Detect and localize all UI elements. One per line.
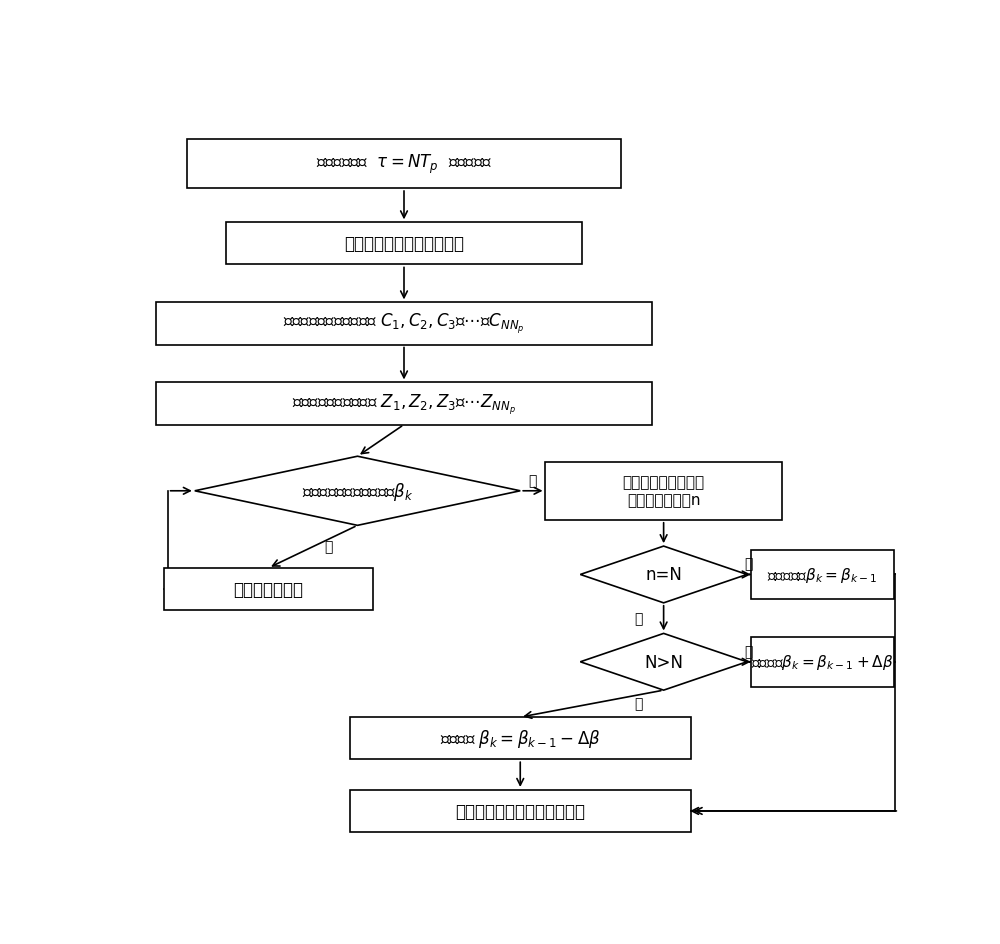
Text: 输出相关峰累加单元
记录相关峰数量n: 输出相关峰累加单元 记录相关峰数量n (623, 475, 705, 508)
Text: n=N: n=N (645, 565, 682, 583)
Text: N>N: N>N (644, 653, 683, 671)
Text: 否: 否 (635, 612, 643, 626)
FancyBboxPatch shape (187, 140, 621, 189)
Text: 获取观测时间  $\tau = NT_p$  内信号采样: 获取观测时间 $\tau = NT_p$ 内信号采样 (316, 153, 492, 176)
FancyBboxPatch shape (226, 223, 582, 265)
FancyBboxPatch shape (350, 790, 691, 833)
Text: 否: 否 (635, 697, 643, 711)
FancyBboxPatch shape (350, 717, 691, 760)
Text: 检测样本值是否超过门限$\beta_k$: 检测样本值是否超过门限$\beta_k$ (302, 480, 413, 502)
Text: 检测下一个样本: 检测下一个样本 (233, 581, 303, 598)
Text: 是: 是 (745, 557, 753, 571)
FancyBboxPatch shape (545, 463, 782, 520)
Polygon shape (580, 547, 747, 603)
Text: 数字匹配滤波得到相关值 $C_1, C_2, C_3$，$\cdots$，$C_{NN_p}$: 数字匹配滤波得到相关值 $C_1, C_2, C_3$，$\cdots$，$C_… (283, 312, 525, 336)
Text: 修正门限 $\beta_k = \beta_{k-1}-\Delta\beta$: 修正门限 $\beta_k = \beta_{k-1}-\Delta\beta$ (440, 728, 601, 750)
FancyBboxPatch shape (751, 550, 894, 599)
Text: 获取下一个观测时间信号采样: 获取下一个观测时间信号采样 (455, 802, 585, 820)
Text: 不修正门限$\beta_k = \beta_{k-1}$: 不修正门限$\beta_k = \beta_{k-1}$ (767, 565, 878, 584)
Text: 是: 是 (745, 644, 753, 658)
Polygon shape (195, 457, 520, 526)
Polygon shape (580, 633, 747, 690)
FancyBboxPatch shape (751, 637, 894, 687)
Text: 修正门限$\beta_k = \beta_{k-1}+\Delta\beta$: 修正门限$\beta_k = \beta_{k-1}+\Delta\beta$ (751, 652, 894, 671)
FancyBboxPatch shape (164, 568, 373, 611)
Text: 包络检波得到检测样本 $Z_1, Z_2, Z_3$，$\cdots Z_{NN_p}$: 包络检波得到检测样本 $Z_1, Z_2, Z_3$，$\cdots Z_{NN… (292, 392, 516, 416)
Text: 带通滤波得到带内信号采样: 带通滤波得到带内信号采样 (344, 235, 464, 253)
Text: 否: 否 (324, 540, 332, 554)
FancyBboxPatch shape (156, 303, 652, 346)
FancyBboxPatch shape (156, 383, 652, 425)
Text: 是: 是 (529, 473, 537, 487)
